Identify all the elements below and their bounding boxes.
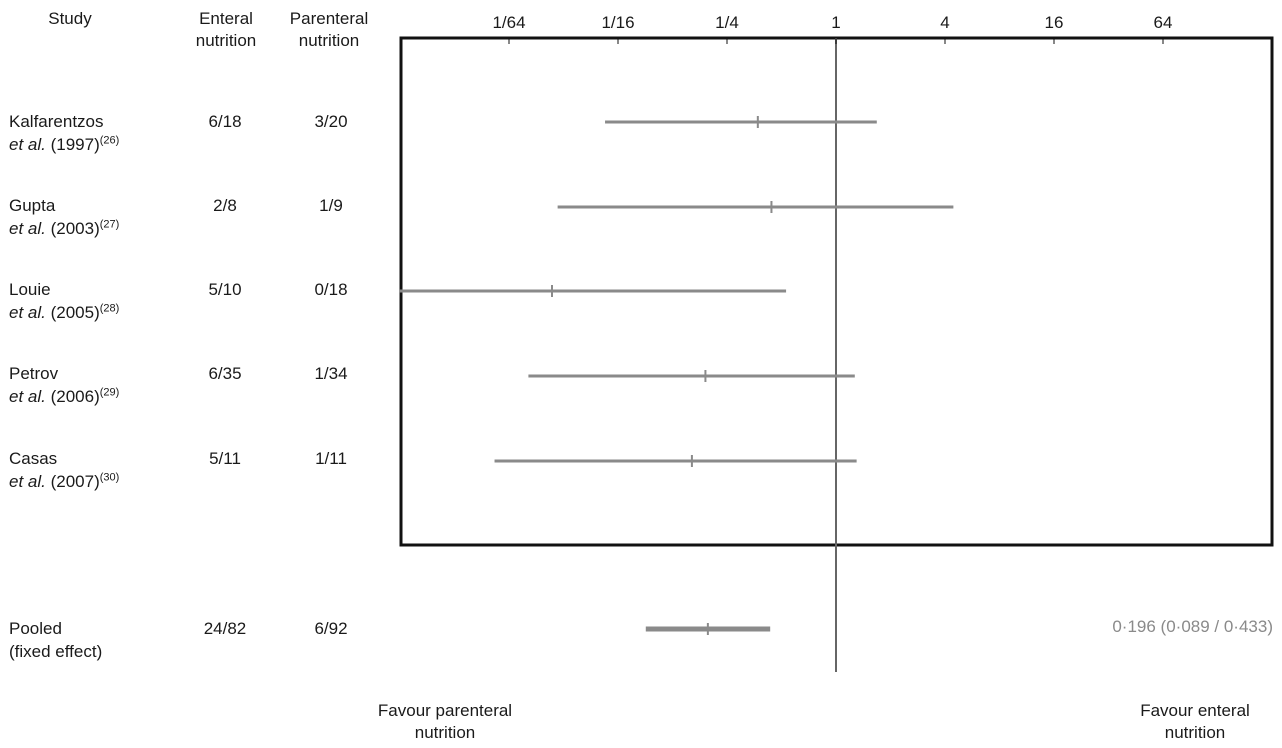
x-tick-label: 64 xyxy=(1154,13,1173,32)
study-label: Casas et al. (2007)(30) xyxy=(9,447,119,493)
study-etal: et al. xyxy=(9,219,46,238)
study-label: Gupta et al. (2003)(27) xyxy=(9,194,119,240)
enteral-count: 6/35 xyxy=(208,364,242,383)
study-etal: et al. xyxy=(9,135,46,154)
study-etal: et al. xyxy=(9,472,46,491)
pooled-label: Pooled (fixed effect) xyxy=(9,617,102,663)
parenteral-count: 1/9 xyxy=(319,196,343,215)
header-parenteral-line1: Parenteral xyxy=(289,9,369,28)
pooled-enteral-count: 24/82 xyxy=(203,619,247,638)
parenteral-count: 0/18 xyxy=(314,280,348,299)
study-name: Louie xyxy=(9,280,51,299)
favour-enteral-line1: Favour enteral xyxy=(1140,701,1250,720)
enteral-count: 5/11 xyxy=(209,449,241,468)
parenteral-count: 3/20 xyxy=(314,112,348,131)
favour-parenteral-line2: nutrition xyxy=(414,723,476,742)
study-name: Gupta xyxy=(9,196,56,215)
enteral-count: 5/10 xyxy=(208,280,242,299)
pooled-label-line2: (fixed effect) xyxy=(9,642,103,661)
parenteral-count: 1/34 xyxy=(314,364,348,383)
study-ref: (28) xyxy=(99,302,120,315)
study-ref: (30) xyxy=(99,471,120,484)
x-tick-label: 1 xyxy=(831,13,840,32)
study-label: Petrov et al. (2006)(29) xyxy=(9,362,119,408)
header-study: Study xyxy=(48,9,92,28)
header-enteral-line1: Enteral xyxy=(199,9,253,28)
study-label: Kalfarentzos et al. (1997)(26) xyxy=(9,110,119,156)
study-name: Casas xyxy=(9,449,58,468)
study-year: (2003) xyxy=(50,219,100,238)
study-ref: (26) xyxy=(99,134,120,147)
x-tick-label: 1/16 xyxy=(601,13,634,32)
x-tick-label: 4 xyxy=(940,13,949,32)
study-ref: (29) xyxy=(99,386,120,399)
enteral-count: 2/8 xyxy=(213,196,237,215)
parenteral-count: 1/11 xyxy=(315,449,347,468)
header-enteral: Enteral nutrition xyxy=(180,8,272,52)
study-year: (2005) xyxy=(50,303,100,322)
x-tick-label: 1/4 xyxy=(715,13,739,32)
study-name: Kalfarentzos xyxy=(9,112,104,131)
study-etal: et al. xyxy=(9,303,46,322)
favour-parenteral-label: Favour parenteral nutrition xyxy=(340,700,550,744)
study-ref: (27) xyxy=(99,218,120,231)
pooled-estimate-text: 0·196 (0·089 / 0·433) xyxy=(1112,617,1273,636)
header-parenteral: Parenteral nutrition xyxy=(274,8,384,52)
x-tick-label: 1/64 xyxy=(492,13,525,32)
study-label: Louie et al. (2005)(28) xyxy=(9,278,119,324)
enteral-count: 6/18 xyxy=(208,112,242,131)
pooled-label-line1: Pooled xyxy=(9,619,62,638)
x-tick-label: 16 xyxy=(1045,13,1064,32)
header-parenteral-line2: nutrition xyxy=(298,31,360,50)
study-etal: et al. xyxy=(9,387,46,406)
header-enteral-line2: nutrition xyxy=(195,31,257,50)
study-year: (2006) xyxy=(50,387,100,406)
favour-enteral-line2: nutrition xyxy=(1164,723,1226,742)
favour-parenteral-line1: Favour parenteral xyxy=(377,701,513,720)
favour-enteral-label: Favour enteral nutrition xyxy=(1110,700,1280,744)
pooled-parenteral-count: 6/92 xyxy=(314,619,348,638)
study-name: Petrov xyxy=(9,364,59,383)
study-year: (1997) xyxy=(50,135,100,154)
study-year: (2007) xyxy=(50,472,100,491)
